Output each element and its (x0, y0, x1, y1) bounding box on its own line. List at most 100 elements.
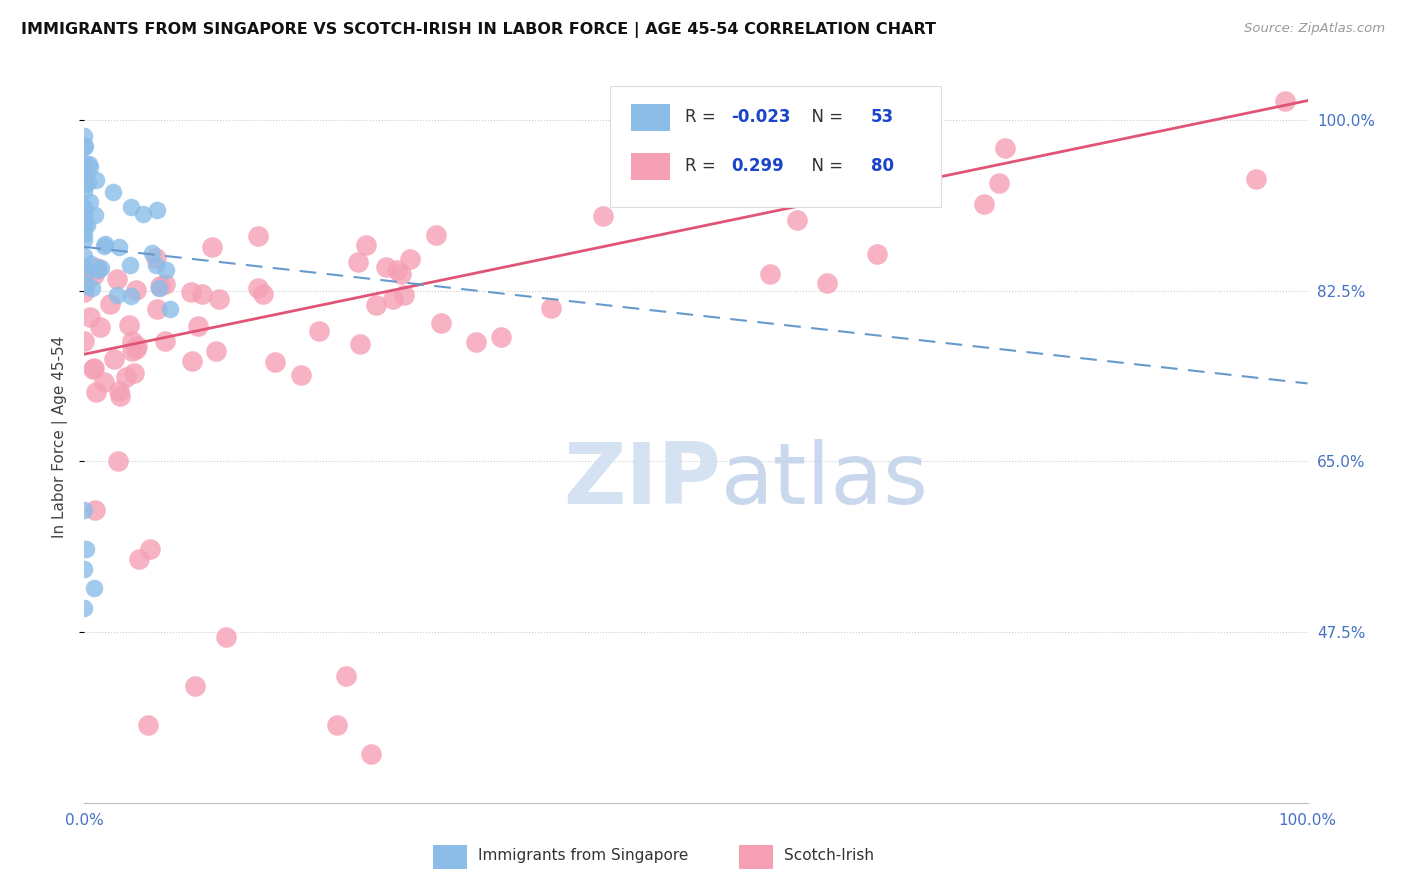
Point (247, 228, 270, 243)
Text: 53: 53 (870, 109, 894, 127)
Point (187, 319, 209, 334)
Point (540, 301, 562, 315)
Point (82, 281, 104, 295)
Point (180, 354, 202, 368)
Text: R =: R = (685, 158, 727, 176)
Point (93, 375, 115, 389)
Text: N =: N = (801, 158, 849, 176)
Y-axis label: In Labor Force | Age 45-54: In Labor Force | Age 45-54 (52, 336, 69, 538)
Text: -0.023: -0.023 (731, 109, 792, 127)
Point (118, 258, 141, 272)
Text: Immigrants from Singapore: Immigrants from Singapore (478, 848, 689, 863)
Point (73, 169, 96, 184)
Point (335, 669, 357, 683)
Point (76, 218, 98, 232)
Point (141, 246, 163, 260)
Point (489, 329, 512, 343)
Point (75, 542, 97, 557)
Point (73, 200, 96, 214)
Point (103, 185, 125, 199)
Point (865, 247, 887, 261)
Point (125, 339, 148, 353)
FancyBboxPatch shape (610, 86, 941, 207)
Point (215, 630, 238, 644)
Point (89, 320, 111, 334)
Point (121, 343, 143, 358)
Point (105, 288, 128, 302)
Point (139, 542, 162, 557)
Point (973, 196, 995, 211)
FancyBboxPatch shape (631, 153, 671, 180)
Point (73, 285, 96, 300)
Point (364, 298, 387, 312)
Point (146, 203, 169, 218)
Point (349, 336, 371, 351)
Point (73, 233, 96, 247)
Point (79, 195, 101, 210)
Point (145, 258, 167, 272)
Point (77, 157, 100, 171)
Point (103, 351, 125, 366)
Point (107, 240, 129, 254)
Point (98, 297, 121, 311)
Point (79, 310, 101, 324)
Point (815, 277, 838, 291)
Point (246, 281, 269, 295)
Point (347, 255, 370, 269)
Point (155, 334, 177, 349)
Point (1244, 172, 1267, 186)
Point (398, 252, 420, 267)
Point (93, 239, 115, 253)
FancyBboxPatch shape (631, 103, 671, 131)
Point (73, 208, 96, 222)
Point (988, 176, 1011, 190)
Point (205, 343, 228, 358)
Point (73, 219, 96, 233)
Point (75, 278, 97, 293)
Text: Scotch-Irish: Scotch-Irish (785, 848, 875, 863)
Point (124, 342, 146, 356)
Point (132, 207, 155, 221)
Point (79, 160, 101, 174)
Text: ZIP: ZIP (562, 440, 720, 523)
Point (73, 227, 96, 241)
Point (84, 503, 107, 517)
Point (84, 385, 107, 400)
Point (77, 175, 100, 189)
Point (108, 389, 131, 403)
Point (75, 177, 97, 191)
Point (387, 262, 409, 277)
Point (76, 265, 98, 279)
FancyBboxPatch shape (738, 846, 773, 869)
Point (465, 335, 488, 350)
Point (73, 128, 96, 143)
Point (326, 718, 349, 732)
Text: 0.299: 0.299 (731, 158, 785, 176)
Point (125, 283, 148, 297)
Point (375, 260, 398, 274)
Point (148, 281, 170, 295)
Point (115, 369, 138, 384)
Point (73, 202, 96, 217)
Point (994, 141, 1017, 155)
Point (83, 581, 105, 595)
Point (626, 186, 648, 201)
Point (73, 209, 96, 223)
Point (725, 183, 748, 197)
Point (84, 173, 107, 187)
Point (118, 318, 141, 332)
Point (105, 272, 128, 286)
Point (120, 200, 142, 214)
Point (73, 139, 96, 153)
Point (381, 292, 404, 306)
FancyBboxPatch shape (433, 846, 467, 869)
Point (82, 362, 104, 376)
Point (73, 211, 96, 225)
Point (786, 212, 808, 227)
Point (759, 267, 782, 281)
Point (107, 454, 129, 468)
Point (84, 208, 107, 222)
Point (201, 240, 224, 254)
Point (73, 562, 96, 576)
Point (86, 260, 108, 275)
